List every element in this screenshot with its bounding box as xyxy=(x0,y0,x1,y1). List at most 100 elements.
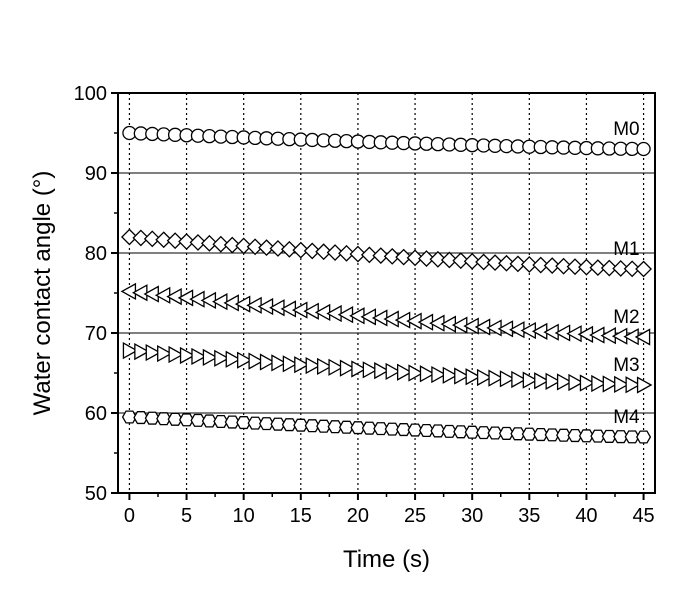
data-point-m3 xyxy=(591,374,607,393)
data-point-m1 xyxy=(178,233,195,250)
data-point-m4 xyxy=(636,430,652,444)
y-tick-label-80: 80 xyxy=(85,243,107,265)
data-point-m4 xyxy=(327,420,343,434)
data-point-m4 xyxy=(247,416,263,430)
data-point-m3 xyxy=(271,354,287,372)
data-point-m4 xyxy=(373,422,389,436)
data-point-m1 xyxy=(280,240,298,258)
data-point-m3 xyxy=(385,362,402,381)
data-point-m1 xyxy=(315,243,333,261)
data-point-m1 xyxy=(360,246,378,264)
data-point-m3 xyxy=(225,350,242,368)
data-point-m4 xyxy=(407,423,423,437)
data-point-m4 xyxy=(350,421,366,435)
data-point-m1 xyxy=(452,252,470,270)
y-tick-label-100: 100 xyxy=(74,83,107,105)
data-point-m1 xyxy=(155,231,173,249)
data-point-m4 xyxy=(293,418,309,432)
data-point-m3 xyxy=(442,366,459,384)
x-tick-label-5: 5 xyxy=(181,505,192,527)
data-point-m1 xyxy=(475,253,493,271)
data-point-m1 xyxy=(498,254,515,272)
data-point-m3 xyxy=(317,357,333,376)
data-point-m3 xyxy=(545,372,562,390)
data-point-m4 xyxy=(476,426,492,440)
data-point-m1 xyxy=(395,248,413,266)
axis-ticks: 0 5 10 15 20 25 30 35 40 45 50 60 70 80 90 100 xyxy=(74,83,655,527)
data-point-m3 xyxy=(362,361,379,379)
y-axis-title: Water contact angle (°) xyxy=(29,171,56,416)
data-point-m3 xyxy=(202,348,219,366)
data-point-m3 xyxy=(625,376,641,394)
x-tick-label-35: 35 xyxy=(518,505,540,527)
data-point-m1 xyxy=(566,258,584,276)
data-point-m3 xyxy=(465,368,482,386)
data-point-m4 xyxy=(567,429,583,443)
x-tick-label-15: 15 xyxy=(290,505,312,527)
x-tick-label-20: 20 xyxy=(347,505,369,527)
data-point-m4 xyxy=(521,427,537,441)
data-point-m3 xyxy=(636,376,653,394)
data-point-m1 xyxy=(166,232,184,250)
data-point-m4 xyxy=(133,411,149,425)
data-point-m4 xyxy=(498,426,515,440)
data-point-m4 xyxy=(121,410,137,424)
data-point-m4 xyxy=(613,430,629,444)
data-point-m3 xyxy=(499,370,516,388)
data-point-m3 xyxy=(374,362,390,380)
series-label-m2: M2 xyxy=(613,307,639,328)
data-point-m1 xyxy=(258,239,275,257)
data-point-m3 xyxy=(168,345,184,364)
data-point-m1 xyxy=(189,234,207,251)
data-point-m4 xyxy=(430,424,446,438)
data-point-m3 xyxy=(237,351,253,369)
data-point-m3 xyxy=(408,364,424,382)
data-point-m3 xyxy=(522,371,539,389)
data-point-m3 xyxy=(534,372,550,390)
data-point-m4 xyxy=(578,429,595,443)
data-point-m1 xyxy=(349,245,367,263)
data-point-m4 xyxy=(510,427,526,441)
data-point-m1 xyxy=(429,250,447,268)
x-tick-label-25: 25 xyxy=(404,505,426,527)
data-point-m1 xyxy=(223,236,241,254)
data-point-m4 xyxy=(190,413,206,427)
data-point-m4 xyxy=(281,418,297,432)
data-point-m3 xyxy=(191,347,207,366)
data-point-m1 xyxy=(269,240,287,257)
data-point-m1 xyxy=(623,260,641,278)
data-point-m4 xyxy=(316,419,332,433)
data-point-m3 xyxy=(614,375,630,394)
data-point-m3 xyxy=(214,349,230,367)
data-point-m4 xyxy=(236,416,252,430)
data-point-m1 xyxy=(121,228,138,246)
data-point-m1 xyxy=(532,256,550,274)
data-point-m3 xyxy=(328,358,344,376)
data-point-m4 xyxy=(441,424,457,438)
data-point-m3 xyxy=(476,368,493,387)
data-point-m1 xyxy=(418,250,435,267)
data-point-m1 xyxy=(303,242,321,260)
data-point-m1 xyxy=(486,254,504,272)
data-point-m4 xyxy=(304,419,320,433)
data-point-m4 xyxy=(556,428,572,442)
data-point-m1 xyxy=(200,234,218,252)
series-label-m3: M3 xyxy=(613,355,639,376)
data-point-m1 xyxy=(372,247,390,265)
data-point-m1 xyxy=(406,249,424,267)
data-point-m3 xyxy=(248,352,264,370)
data-point-m3 xyxy=(339,359,356,377)
data-point-m3 xyxy=(556,373,573,391)
data-point-m1 xyxy=(383,247,401,265)
data-point-m4 xyxy=(178,413,195,427)
data-point-m3 xyxy=(145,343,162,362)
x-axis-title: Time (s) xyxy=(343,546,430,573)
x-tick-label-30: 30 xyxy=(461,505,483,527)
data-point-m3 xyxy=(351,360,367,378)
x-tick-label-10: 10 xyxy=(233,505,255,527)
data-point-m4 xyxy=(270,417,286,431)
data-point-m4 xyxy=(533,427,549,442)
data-point-m4 xyxy=(590,429,606,443)
series-label-m1: M1 xyxy=(613,239,639,260)
data-point-m4 xyxy=(396,423,412,437)
